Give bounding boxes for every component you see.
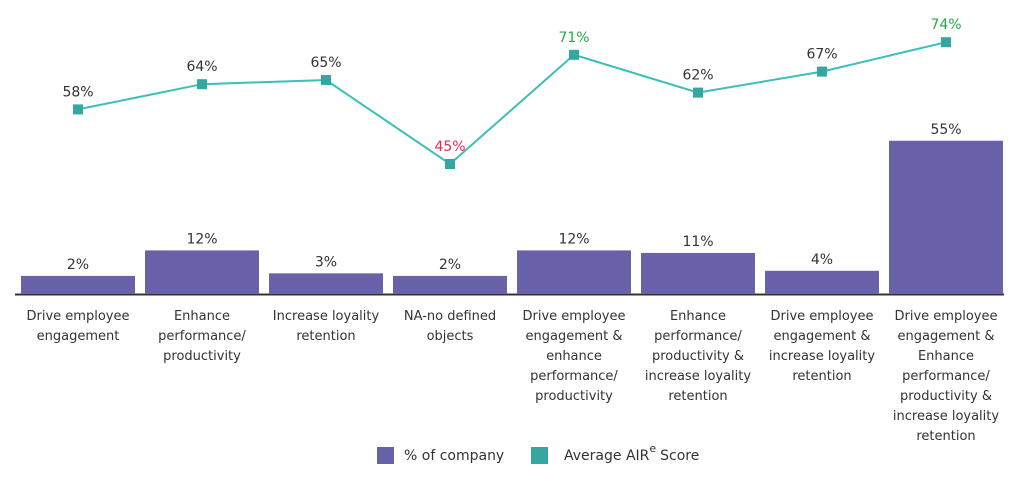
x-tick-label-line: objects [427,329,474,344]
x-tick-label: Drive employee engagement [27,309,130,344]
bar [145,250,259,294]
x-tick-label-line: performance/ [158,329,246,344]
x-tick-label-line: increase loyality [893,409,999,424]
legend-swatch-air [531,447,548,464]
x-tick-label-line: engagement & [898,329,995,344]
line-marker [73,104,83,115]
x-tick-label-line: Enhance [174,309,230,324]
bar-data-label: 11% [682,234,713,250]
line-data-label: 74% [930,17,961,33]
bar [889,140,1003,294]
bar [21,275,135,294]
x-tick-label-line: Increase loyality [273,309,380,324]
legend-label-company: % of company [404,448,504,464]
x-tick-label-line: Drive employee [523,309,626,324]
bar [517,250,631,294]
x-tick-label: Enhance performance/productivity & increas… [645,309,751,404]
bar [641,252,755,294]
x-tick-label: Drive employee engagement & Enhance perform… [893,309,999,444]
line-marker [941,37,951,48]
line-marker [197,79,207,90]
line-marker [321,75,331,85]
legend-air-main: Average AIR [564,448,650,464]
line-data-label: 62% [682,68,713,84]
x-tick-label-line: performance/ [530,369,618,384]
x-tick-label: Enhance performance/productivity [158,309,246,364]
line-data-label: 67% [806,47,837,63]
x-tick-label-line: retention [792,369,851,384]
x-tick-label-line: Enhance [670,309,726,324]
x-tick-label-line: productivity [163,349,241,364]
line-marker [569,49,579,60]
bar-data-label: 2% [67,257,89,273]
x-tick-label-line: performance/ [654,329,742,344]
line-marker [693,87,703,98]
x-tick-label-line: Enhance [918,349,974,364]
x-tick-label: Drive employee engagement & enhance perform… [523,309,626,404]
x-tick-label-line: engagement [37,329,120,344]
x-tick-label-line: retention [296,329,355,344]
bar-data-label: 12% [558,231,589,247]
x-tick-label: Drive employee engagement & increase loyal… [769,309,875,384]
line-data-label: 45% [434,139,465,155]
bar [765,270,879,294]
bar-data-label: 4% [811,252,833,268]
x-tick-label-line: productivity [535,389,613,404]
line-data-label: 64% [186,59,217,75]
legend-air-sup: e [649,442,656,455]
x-tick-label: Increase loyality retention [273,309,380,344]
x-tick-label-line: performance/ [902,369,990,384]
x-tick-label-line: engagement & [526,329,623,344]
legend-air-suffix: Score [660,448,699,464]
line-data-label: 58% [62,84,93,100]
bar-data-label: 2% [439,257,461,273]
x-tick-label: NA-no defined objects [404,309,496,344]
x-tick-label-line: retention [668,389,727,404]
x-tick-label-line: Drive employee [771,309,874,324]
bar [393,275,507,294]
line-marker [445,159,455,169]
x-tick-label-line: retention [916,429,975,444]
x-tick-label-line: productivity & [652,349,744,364]
x-tick-label-line: Drive employee [27,309,130,324]
x-tick-label-line: NA-no defined [404,309,496,324]
x-tick-label-line: increase loyality [769,349,875,364]
x-tick-label-line: enhance [546,349,602,364]
bar-data-label: 12% [186,231,217,247]
line-data-label: 71% [558,30,589,46]
line-data-label: 65% [310,55,341,71]
x-tick-label-line: productivity & [900,389,992,404]
line-series [77,41,947,166]
line-marker [817,66,827,77]
x-tick-label-line: Drive employee [895,309,998,324]
x-tick-label-line: engagement & [774,329,871,344]
bar-data-label: 3% [315,254,337,270]
legend: % of company Average AIRe Score [377,442,699,464]
legend-swatch-company [377,447,394,464]
bar-data-label: 55% [930,122,961,138]
x-tick-label-line: increase loyality [645,369,751,384]
legend-label-air: Average AIRe Score [564,442,699,464]
bar [269,273,383,294]
